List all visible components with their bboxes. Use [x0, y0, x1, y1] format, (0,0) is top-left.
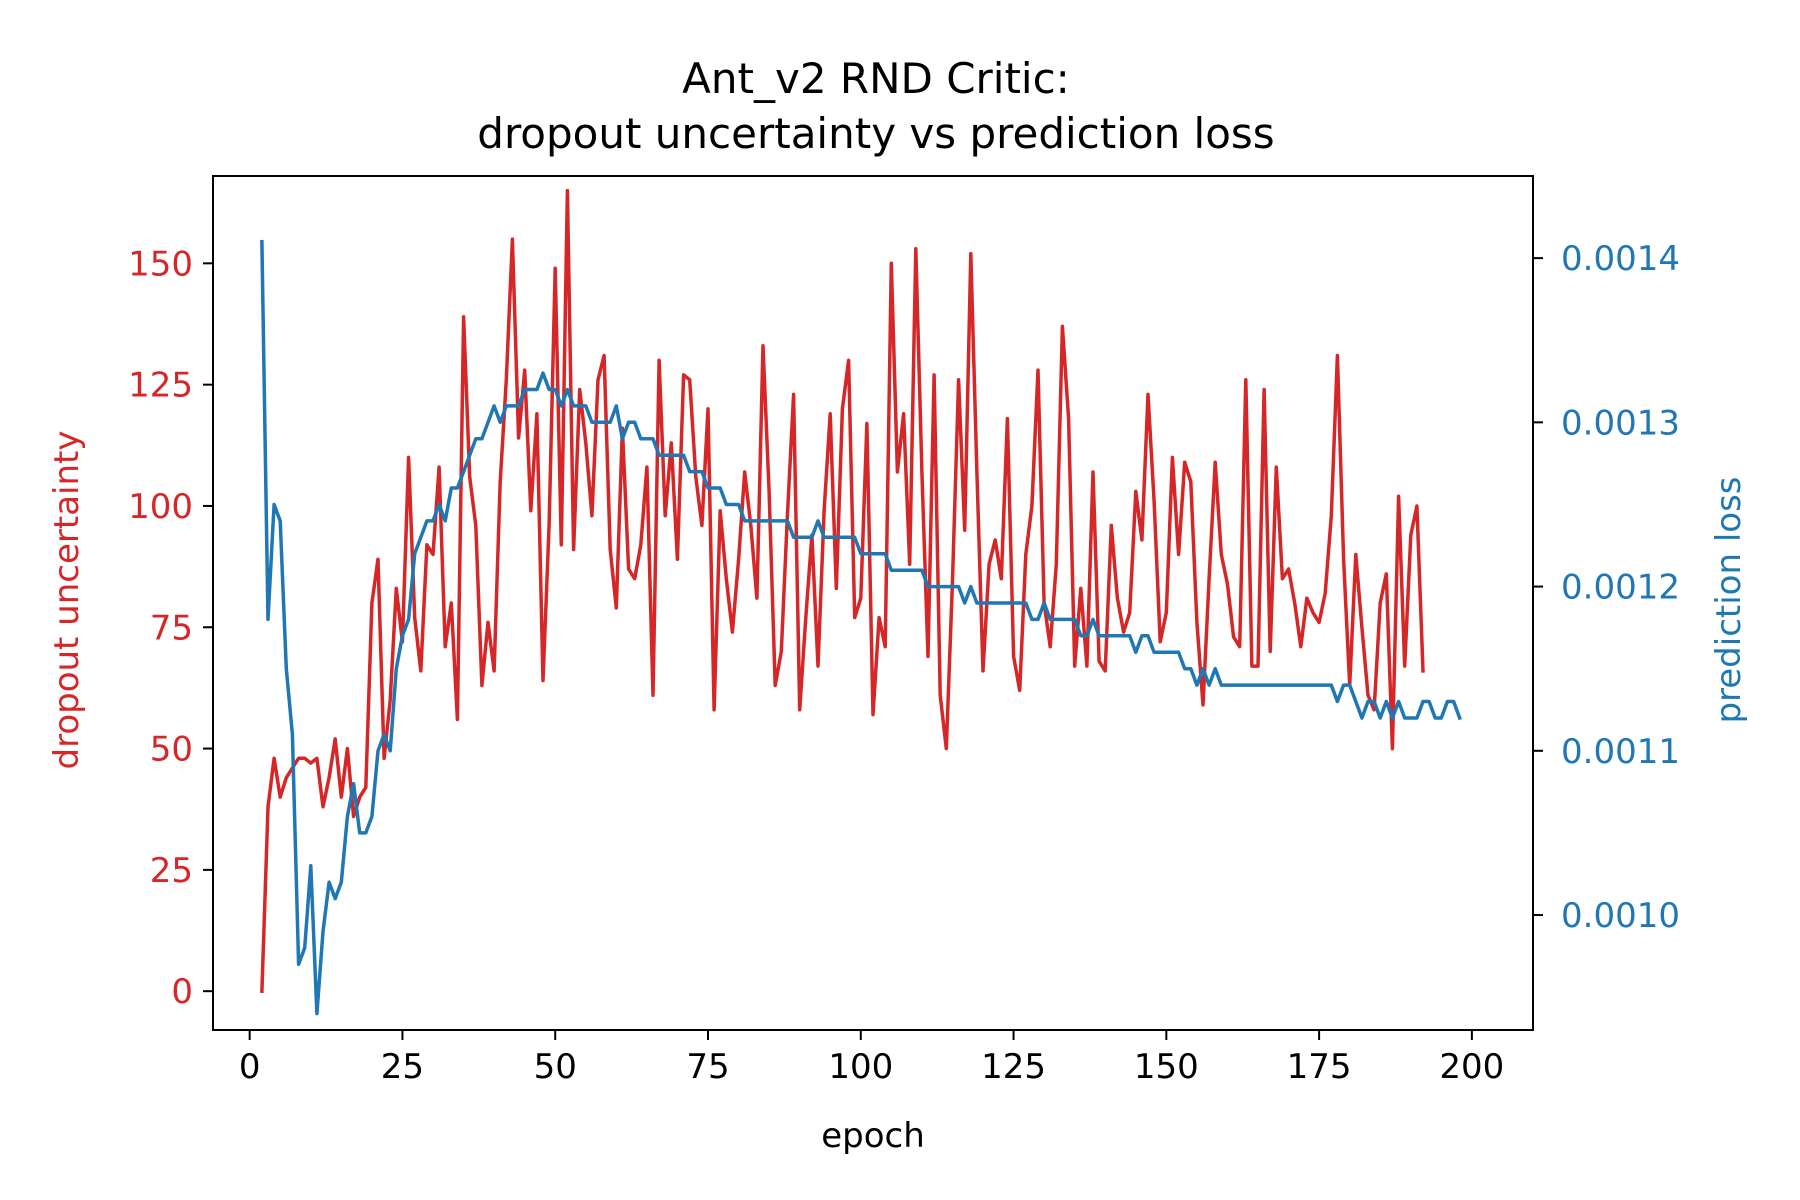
- x-tick-label: 50: [534, 1047, 577, 1087]
- y-left-tick-label: 150: [128, 244, 193, 284]
- y-axis-label-left: dropout uncertainty: [47, 431, 87, 770]
- chart-title-line-1: Ant_v2 RND Critic:: [682, 54, 1070, 103]
- y-axis-label-right: prediction loss: [1709, 476, 1749, 723]
- x-tick-label: 25: [381, 1047, 424, 1087]
- y-right-tick-label: 0.0012: [1561, 568, 1680, 608]
- y-left-tick-label: 75: [150, 608, 193, 648]
- series-line-right: [260, 239, 1462, 1016]
- chart-title-line-2: dropout uncertainty vs prediction loss: [477, 109, 1274, 158]
- y-left-tick-label: 50: [150, 730, 193, 770]
- y-right-tick-label: 0.0014: [1561, 239, 1680, 279]
- y-right-tick-label: 0.0010: [1561, 896, 1680, 936]
- x-tick-label: 150: [1134, 1047, 1199, 1087]
- y-right-tick-label: 0.0011: [1561, 732, 1680, 772]
- y-left-tick-label: 0: [171, 972, 193, 1012]
- x-tick-label: 125: [981, 1047, 1046, 1087]
- y-right-tick-label: 0.0013: [1561, 403, 1680, 443]
- x-tick-label: 200: [1439, 1047, 1504, 1087]
- x-tick-label: 175: [1287, 1047, 1352, 1087]
- x-tick-label: 0: [239, 1047, 261, 1087]
- plot-frame: [212, 175, 1534, 1031]
- y-left-tick-label: 100: [128, 487, 193, 527]
- x-tick-label: 75: [686, 1047, 729, 1087]
- y-left-tick-label: 125: [128, 366, 193, 406]
- x-tick-label: 100: [828, 1047, 893, 1087]
- series-line-left: [260, 188, 1425, 994]
- y-left-tick-label: 25: [150, 851, 193, 891]
- x-axis-label: epoch: [821, 1116, 925, 1156]
